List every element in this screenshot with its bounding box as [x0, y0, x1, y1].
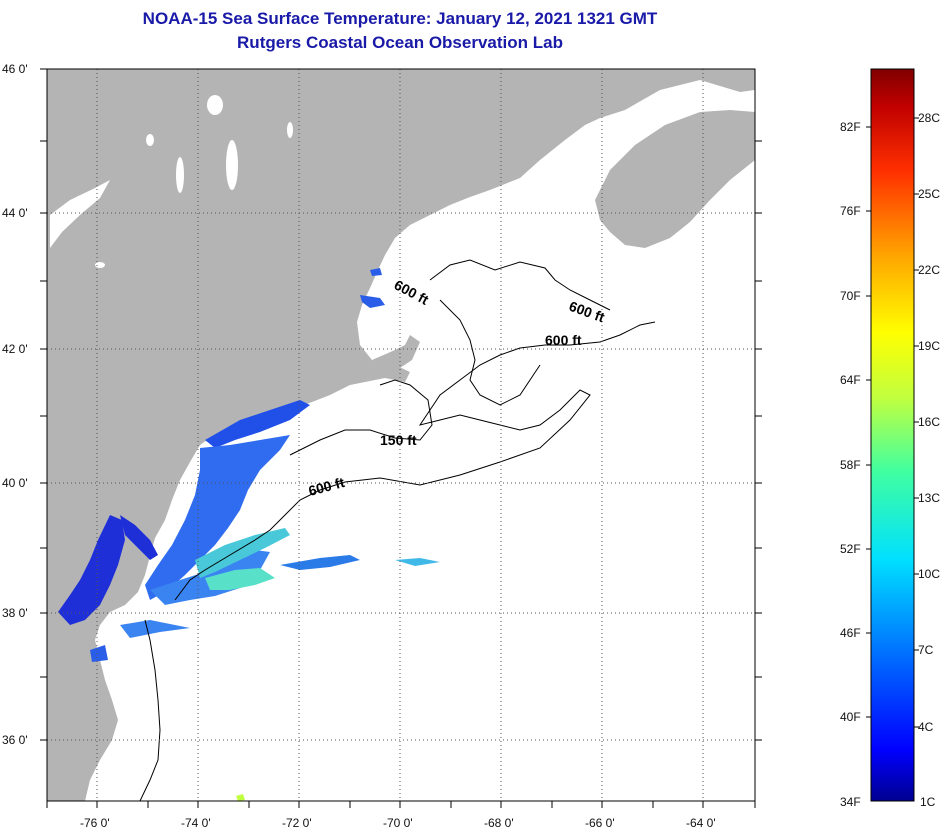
contour-label: 600 ft [545, 332, 582, 348]
inland-lakes [50, 95, 293, 268]
lon-label: -74 0' [181, 816, 211, 830]
bay-waters [58, 515, 158, 625]
colorbar-celsius-label: 4C [918, 720, 934, 734]
colorbar-celsius-label: 1C [920, 795, 936, 809]
colorbar-fahrenheit-label: 82F [840, 120, 861, 134]
colorbar-celsius-label: 25C [918, 187, 940, 201]
colorbar-celsius-label: 13C [918, 491, 940, 505]
colorbar-fahrenheit-label: 34F [840, 795, 861, 809]
colorbar-fahrenheit-label: 52F [840, 542, 861, 556]
colorbar-fahrenheit-label: 76F [840, 204, 861, 218]
map-area: 600 ft 600 ft 600 ft 150 ft 600 ft [47, 69, 755, 801]
lon-label: -72 0' [282, 816, 312, 830]
lon-label: -68 0' [484, 816, 514, 830]
contour-line [429, 259, 611, 311]
lat-label: 42 0' [2, 342, 28, 356]
contour-label: 150 ft [380, 432, 417, 448]
contour-line [174, 321, 656, 601]
axis-ticks [40, 68, 762, 808]
lon-label: -76 0' [80, 816, 110, 830]
lat-label: 38 0' [2, 606, 28, 620]
bathymetry-contours [139, 259, 656, 801]
lat-label: 46 0' [2, 62, 28, 76]
map-title: NOAA-15 Sea Surface Temperature: January… [142, 9, 658, 28]
map-subtitle: Rutgers Coastal Ocean Observation Lab [237, 33, 563, 52]
contour-line [139, 619, 161, 801]
colorbar-celsius-label: 7C [918, 643, 934, 657]
lon-label: -66 0' [585, 816, 615, 830]
colorbar-celsius-label: 16C [918, 415, 940, 429]
colorbar-fahrenheit-label: 46F [840, 626, 861, 640]
lat-label: 36 0' [2, 733, 28, 747]
contour-line [289, 379, 433, 456]
lon-label: -70 0' [383, 816, 413, 830]
lat-label: 44 0' [2, 206, 28, 220]
colorbar-celsius-label: 10C [918, 567, 940, 581]
temperature-colorbar [870, 68, 915, 802]
colorbar-ticks [866, 117, 919, 728]
lat-label: 40 0' [2, 476, 28, 490]
colorbar-fahrenheit-label: 70F [840, 289, 861, 303]
colorbar-celsius-label: 28C [918, 111, 940, 125]
sst-data [90, 268, 440, 801]
colorbar-celsius-label: 22C [918, 263, 940, 277]
colorbar-fahrenheit-label: 58F [840, 458, 861, 472]
colorbar-celsius-label: 19C [918, 339, 940, 353]
colorbar-fahrenheit-label: 40F [840, 710, 861, 724]
lon-label: -64 0' [686, 816, 716, 830]
map-frame [46, 68, 756, 802]
contour-line [439, 299, 541, 406]
colorbar-fahrenheit-label: 64F [840, 373, 861, 387]
